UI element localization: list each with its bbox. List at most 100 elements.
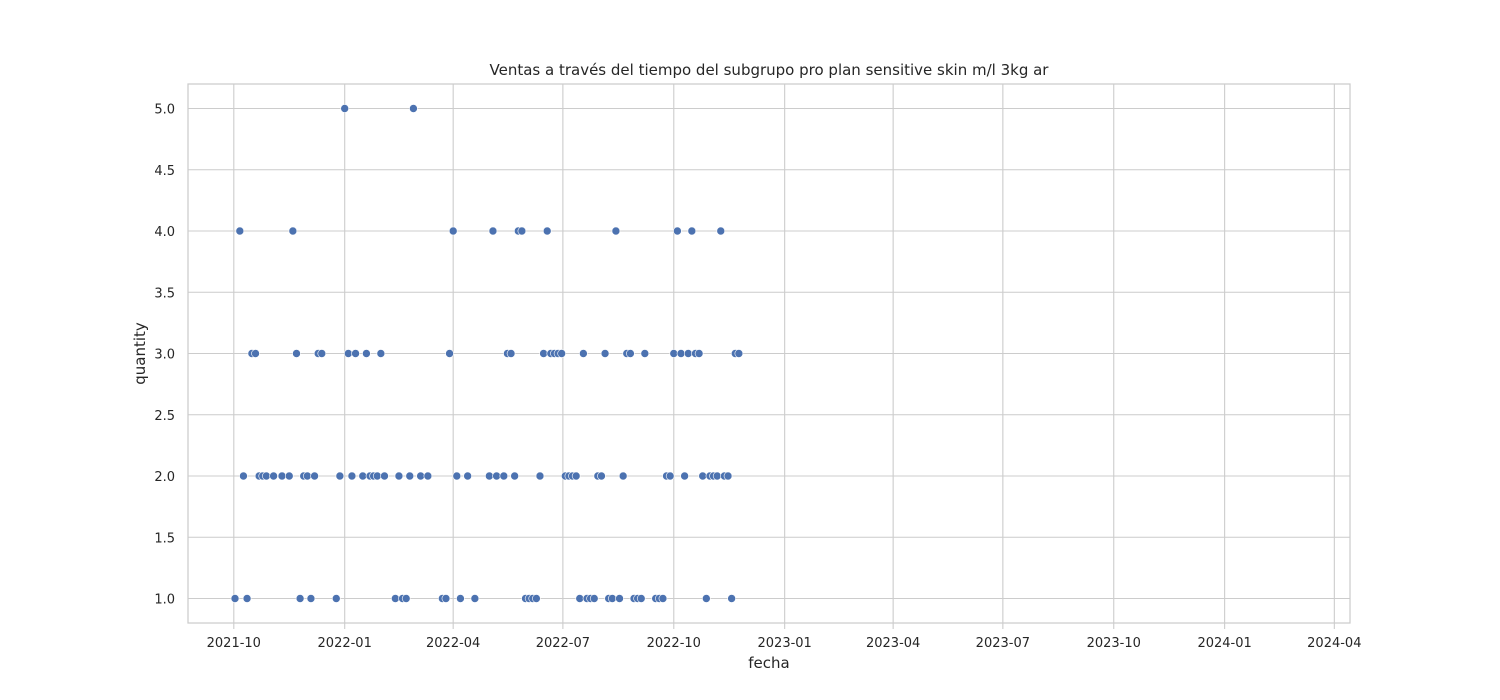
data-point <box>532 594 541 603</box>
data-point <box>463 471 472 481</box>
data-point <box>362 349 371 358</box>
data-point <box>306 594 316 603</box>
data-point <box>694 349 704 358</box>
data-point <box>235 226 245 236</box>
x-axis-label: fecha <box>748 654 789 672</box>
data-point <box>423 471 433 481</box>
data-point <box>416 471 425 481</box>
data-point <box>589 594 599 603</box>
x-tick-label: 2021-10 <box>207 636 261 651</box>
data-point <box>303 471 312 481</box>
data-point <box>510 471 519 481</box>
x-tick-label: 2022-01 <box>318 636 372 651</box>
x-tick-label: 2024-04 <box>1307 636 1361 651</box>
data-point <box>347 471 357 481</box>
data-point <box>441 594 451 603</box>
data-point <box>600 349 610 358</box>
x-tick-label: 2022-07 <box>536 636 590 651</box>
data-point <box>317 349 327 358</box>
data-point <box>242 594 252 603</box>
data-point <box>698 471 708 481</box>
data-point <box>405 471 415 481</box>
data-point <box>372 471 382 481</box>
y-tick-labels: 1.0 1.5 2.0 2.5 3.0 3.5 4.0 4.5 5.0 <box>154 103 175 608</box>
data-point <box>344 349 353 358</box>
data-point <box>658 594 668 603</box>
grid-lines <box>188 84 1350 629</box>
data-point <box>571 471 581 481</box>
y-tick-label: 1.0 <box>154 593 175 608</box>
data-point <box>607 594 617 603</box>
data-point <box>340 104 350 113</box>
data-point <box>251 349 260 358</box>
data-point <box>358 471 368 481</box>
data-point <box>456 594 465 603</box>
data-point <box>535 471 545 481</box>
data-point <box>292 349 301 358</box>
y-tick-label: 3.5 <box>154 286 175 301</box>
x-tick-label: 2023-04 <box>866 636 920 651</box>
data-point <box>445 349 454 358</box>
data-point <box>557 349 566 358</box>
data-point <box>611 226 621 236</box>
data-point <box>488 226 498 236</box>
data-point <box>687 226 697 236</box>
data-point <box>615 594 624 603</box>
data-point <box>409 104 418 113</box>
x-tick-label: 2022-10 <box>647 636 701 651</box>
x-tick-label: 2023-07 <box>976 636 1030 651</box>
x-tick-label: 2023-01 <box>758 636 812 651</box>
data-point <box>230 594 240 603</box>
y-tick-label: 2.5 <box>154 409 175 424</box>
data-point <box>448 226 458 236</box>
data-point <box>239 471 248 481</box>
data-point <box>683 349 693 358</box>
data-point <box>669 349 679 358</box>
plot-area <box>187 83 1351 624</box>
x-tick-labels: 2021-10 2022-01 2022-04 2022-07 2022-10 2023-… <box>207 636 1362 651</box>
data-point <box>331 594 341 603</box>
data-point <box>492 471 501 481</box>
data-point <box>506 349 516 358</box>
data-point <box>452 471 462 481</box>
data-points <box>230 104 744 603</box>
x-tick-label: 2022-04 <box>426 636 480 651</box>
data-point <box>485 471 494 481</box>
data-point <box>269 471 278 481</box>
data-point <box>351 349 360 358</box>
data-point <box>673 226 682 236</box>
data-point <box>734 349 744 358</box>
data-point <box>716 226 726 236</box>
data-point <box>277 471 287 481</box>
y-tick-label: 5.0 <box>154 103 175 118</box>
data-point <box>310 471 319 481</box>
data-point <box>542 226 552 236</box>
data-point <box>575 594 585 603</box>
data-point <box>723 471 733 481</box>
data-point <box>295 594 305 603</box>
data-point <box>470 594 480 603</box>
data-point <box>391 594 400 603</box>
y-tick-label: 4.5 <box>154 164 175 179</box>
data-point <box>376 349 386 358</box>
data-point <box>676 349 686 358</box>
y-tick-label: 3.0 <box>154 348 175 363</box>
data-point <box>680 471 689 481</box>
x-tick-label: 2023-10 <box>1087 636 1141 651</box>
x-tick-label: 2024-01 <box>1197 636 1251 651</box>
data-point <box>626 349 635 358</box>
data-point <box>618 471 628 481</box>
data-point <box>499 471 509 481</box>
data-point <box>636 594 646 603</box>
data-point <box>579 349 588 358</box>
y-tick-label: 2.0 <box>154 470 175 485</box>
data-point <box>394 471 404 481</box>
y-axis-label: quantity <box>131 322 149 385</box>
chart-title: Ventas a través del tiempo del subgrupo … <box>490 61 1050 79</box>
y-tick-label: 1.5 <box>154 531 175 546</box>
data-point <box>665 471 675 481</box>
data-point <box>640 349 650 358</box>
y-tick-label: 4.0 <box>154 225 175 240</box>
data-point <box>712 471 722 481</box>
